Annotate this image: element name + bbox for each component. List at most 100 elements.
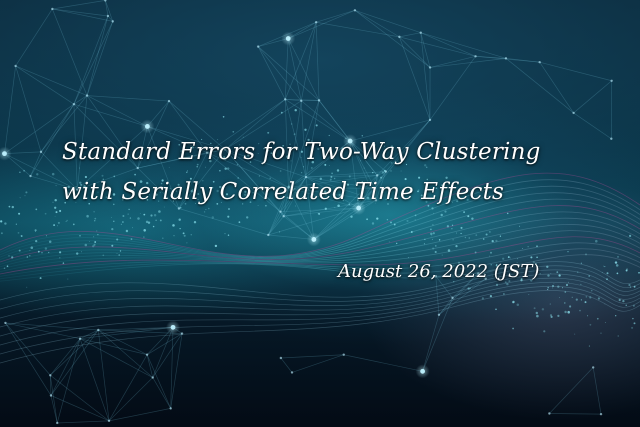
particle-dot <box>52 201 54 203</box>
particle-dot <box>294 108 297 112</box>
network-line <box>420 32 476 57</box>
network-line <box>52 8 88 96</box>
particle-dot <box>247 154 250 157</box>
network-node <box>300 99 303 102</box>
particle-dot <box>482 238 485 240</box>
particle-dot <box>159 191 162 194</box>
particle-dot <box>172 200 174 202</box>
network-line <box>280 176 307 212</box>
particle-dot <box>307 188 309 190</box>
network-node <box>282 215 285 218</box>
wave-ribbon <box>0 242 640 277</box>
network-node <box>451 296 454 300</box>
network-node <box>428 66 432 69</box>
network-node <box>538 60 541 64</box>
particle-dot <box>203 211 206 213</box>
particle-dot <box>246 216 249 219</box>
network-line <box>152 333 183 378</box>
particle-dot <box>72 223 75 226</box>
particle-dot <box>178 143 181 146</box>
particle-dot <box>376 217 379 220</box>
particle-dot <box>618 298 621 302</box>
particle-dot <box>454 273 455 275</box>
particle-dot <box>383 169 386 172</box>
network-line <box>56 338 81 424</box>
particle-dot <box>19 197 21 199</box>
network-line <box>146 333 183 355</box>
network-line <box>73 103 148 127</box>
network-line <box>50 329 99 376</box>
particle-dot <box>143 236 145 238</box>
particle-dot <box>491 239 494 243</box>
network-line <box>284 99 307 178</box>
network-line <box>224 100 302 150</box>
particle-dot <box>552 287 554 289</box>
particle-dot <box>257 204 259 206</box>
particle-dot <box>438 239 441 241</box>
network-line <box>147 126 226 150</box>
network-line <box>315 22 320 101</box>
particle-dot <box>535 264 538 267</box>
network-line <box>80 327 174 340</box>
network-line <box>301 100 351 142</box>
particle-dot <box>406 219 409 222</box>
network-line <box>168 100 208 153</box>
network-line <box>50 395 58 424</box>
particle-dot <box>328 165 330 167</box>
particle-dot <box>371 222 375 225</box>
particle-dot <box>91 195 93 197</box>
particle-dot <box>211 216 215 219</box>
particle-dot <box>460 226 463 229</box>
network-line <box>435 276 440 315</box>
particle-dot <box>603 265 605 267</box>
particle-dot <box>191 146 194 149</box>
network-line <box>50 375 110 422</box>
network-line <box>283 207 359 217</box>
network-line <box>146 354 172 409</box>
particle-dot <box>464 236 467 239</box>
particle-dot <box>37 250 40 253</box>
particle-dot <box>270 152 273 155</box>
particle-dot <box>227 167 230 170</box>
particle-dot <box>445 176 448 179</box>
network-line <box>108 354 148 422</box>
network-line <box>87 95 170 102</box>
particle-dot <box>418 189 420 191</box>
wave-ribbon <box>0 273 640 328</box>
particle-dot <box>388 241 390 243</box>
particle-dot <box>112 193 116 196</box>
particle-dot <box>214 244 218 248</box>
particle-dot <box>360 160 362 162</box>
particle-dot <box>150 214 153 217</box>
network-line <box>505 58 574 114</box>
particle-dots <box>0 108 640 347</box>
particle-dot <box>224 158 227 161</box>
wave-ribbon <box>0 261 640 301</box>
node-glow <box>0 146 12 161</box>
network-node <box>51 7 54 11</box>
particle-dot <box>427 204 430 207</box>
particle-dot <box>469 287 471 289</box>
particle-dot <box>222 116 225 118</box>
particle-dot <box>614 261 618 264</box>
network-line <box>206 152 281 212</box>
network-line <box>438 297 453 316</box>
network-line <box>475 55 540 63</box>
particle-dot <box>631 326 634 329</box>
particle-dot <box>361 135 364 137</box>
particle-dot <box>463 211 465 213</box>
network-line <box>305 140 351 178</box>
network-line <box>420 32 507 59</box>
particle-dot <box>595 239 598 243</box>
particle-dot <box>317 212 320 215</box>
network-line <box>257 46 302 102</box>
particle-dot <box>535 311 538 315</box>
particle-dot <box>410 231 413 233</box>
particle-dot <box>433 195 436 198</box>
particle-dot <box>629 286 632 288</box>
particle-dot <box>168 166 170 168</box>
title-line-1: Standard Errors for Two-Way Clustering <box>62 139 541 165</box>
network-line <box>349 141 360 209</box>
particle-dot <box>575 298 578 301</box>
particle-dot <box>530 256 533 259</box>
